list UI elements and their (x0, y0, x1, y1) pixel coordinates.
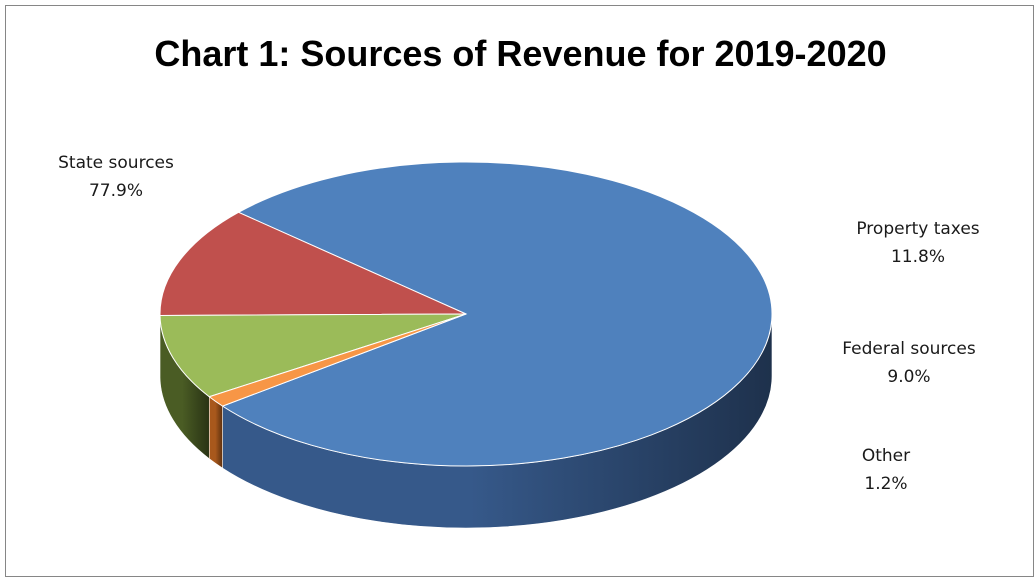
pie-side-other (209, 397, 222, 468)
data-label-value: 77.9% (89, 181, 143, 201)
chart-area: Chart 1: Sources of Revenue for 2019-202… (5, 5, 1034, 577)
data-label-name: Other (862, 446, 910, 466)
data-label-federal-sources: Federal sources 9.0% (842, 339, 976, 387)
data-label-value: 1.2% (864, 474, 907, 494)
data-label-name: State sources (58, 153, 174, 173)
data-label-other: Other 1.2% (862, 446, 910, 494)
data-label-name: Property taxes (856, 219, 979, 239)
data-label-value: 11.8% (891, 247, 945, 267)
pie-chart: State sources 77.9% Property taxes 11.8% Fed… (6, 6, 1034, 577)
data-label-value: 9.0% (887, 367, 930, 387)
data-label-name: Federal sources (842, 339, 976, 359)
data-label-property-taxes: Property taxes 11.8% (856, 219, 979, 267)
data-label-state-sources: State sources 77.9% (58, 153, 174, 201)
pie-tops (160, 162, 772, 466)
